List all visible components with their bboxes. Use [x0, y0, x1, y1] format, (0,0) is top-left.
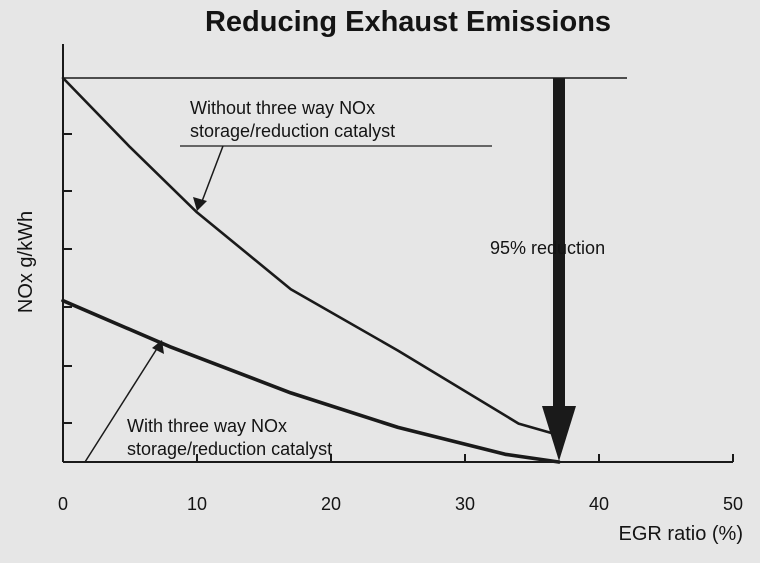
lower-label-line1: With three way NOx — [127, 416, 287, 436]
reduction-arrow-head — [542, 406, 576, 461]
x-axis-ticks: 0 10 20 30 40 50 — [58, 454, 743, 514]
series-group — [61, 76, 561, 464]
series-line-without-catalyst — [61, 76, 561, 437]
chart-title: Reducing Exhaust Emissions — [204, 6, 612, 38]
lower-label-line2: storage/reduction catalyst — [127, 439, 332, 459]
reduction-label: 95% reduction — [490, 238, 605, 258]
reduction-arrow — [542, 78, 576, 461]
x-tick-label: 40 — [589, 494, 609, 514]
lower-leader-arrowhead — [152, 340, 164, 354]
annotations — [75, 145, 492, 463]
x-tick-label: 20 — [321, 494, 341, 514]
lower-label-leader — [84, 346, 159, 463]
x-tick-label: 10 — [187, 494, 207, 514]
x-tick-label: 50 — [723, 494, 743, 514]
x-axis-title: EGR ratio (%) — [619, 523, 743, 545]
series-line-with-catalyst — [61, 298, 561, 464]
reduction-arrow-shaft — [553, 78, 565, 414]
y-axis-ticks — [63, 133, 72, 424]
upper-label-line2: storage/reduction catalyst — [190, 121, 395, 141]
upper-label-leader — [200, 145, 224, 205]
x-tick-label: 0 — [58, 494, 68, 514]
upper-label-line1: Without three way NOx — [190, 98, 375, 118]
upper-leader-arrowhead — [193, 197, 207, 211]
x-tick-label: 30 — [455, 494, 475, 514]
y-axis-title: NOx g/kWh — [15, 211, 37, 313]
chart-frame — [62, 44, 733, 463]
